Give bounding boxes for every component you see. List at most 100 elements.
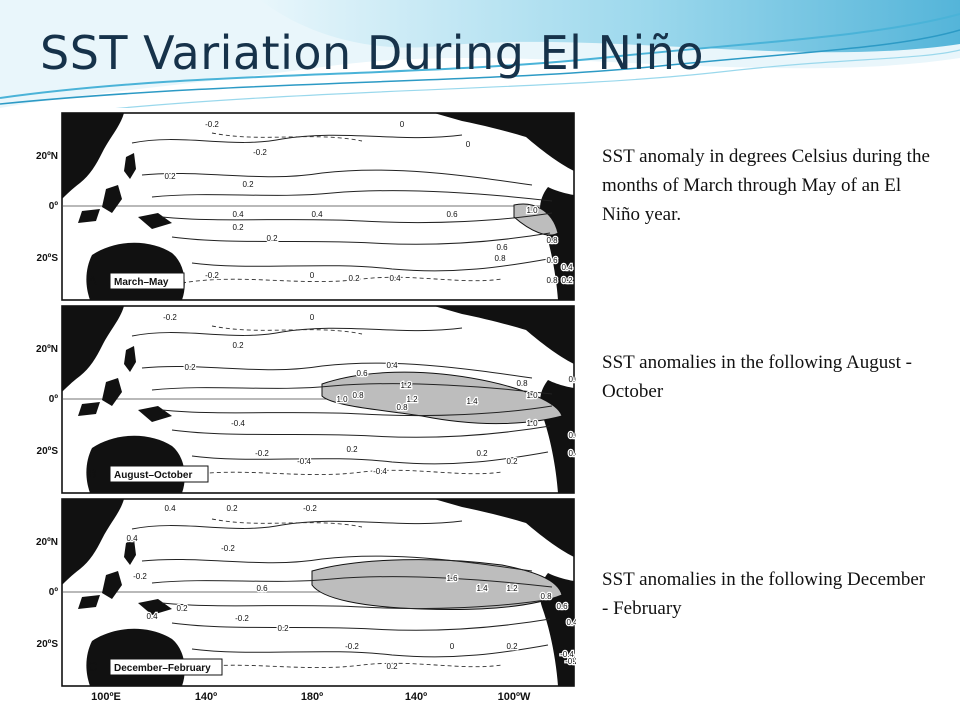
contour-value-labels: -0.2 00.20.2 0.40.60.81.21.21.0 1.41.00.81.…	[162, 312, 576, 478]
contour-label: 1.2	[400, 381, 412, 390]
latitude-label: 0º	[49, 394, 59, 405]
contour-label: 0.2	[266, 234, 278, 243]
contour-label: 0.6	[356, 369, 368, 378]
contour-label: 0	[450, 642, 455, 651]
latitude-label: 0º	[49, 587, 59, 598]
negative-contour-lines	[181, 518, 503, 670]
contour-label: 0.4	[386, 361, 398, 370]
panel-letter: A	[88, 273, 97, 288]
contour-lines	[131, 327, 553, 465]
latitude-label: 0º	[49, 201, 59, 212]
caption-august-october: SST anomalies in the following August -O…	[602, 352, 912, 402]
slide-title: SST Variation During El Niño	[40, 26, 705, 80]
contour-label: 0.6	[256, 584, 268, 593]
contour-label: 0	[466, 140, 471, 149]
contour-label: 0.2	[164, 172, 176, 181]
contour-label: -0.2	[221, 544, 235, 553]
caption-march-may: SST anomaly in degrees Celsius during th…	[602, 146, 930, 225]
season-label-box	[109, 272, 185, 290]
contour-label: 0.8	[516, 379, 528, 388]
contour-label: 1.0	[526, 391, 538, 400]
season-label-box	[109, 658, 223, 676]
contour-label: 0.6	[496, 243, 508, 252]
contour-label: -0.4	[297, 457, 311, 466]
contour-label: 0.2	[348, 274, 360, 283]
latitude-label: 20ºS	[37, 639, 59, 650]
season-label-box	[109, 465, 209, 483]
contour-label: 0.2	[232, 223, 244, 232]
contour-label: 0.2	[277, 624, 289, 633]
map-panel-b: -0.2 00.20.2 0.40.60.81.21.21.0 1.41.00.81.…	[36, 305, 576, 494]
longitude-label: 100ºE	[91, 691, 121, 703]
contour-label: -0.2	[205, 271, 219, 280]
negative-contour-lines	[181, 132, 503, 284]
contour-label: 1.6	[446, 574, 458, 583]
contour-label: 0.2	[242, 180, 254, 189]
season-label: December–February	[114, 663, 211, 674]
contour-label: -0.2	[163, 313, 177, 322]
contour-label: 1.0	[526, 206, 538, 215]
longitude-label: 140º	[405, 691, 427, 703]
contour-label: 0	[310, 271, 315, 280]
panel-letter: B	[88, 466, 97, 481]
contour-label: 0.6	[556, 602, 568, 611]
contour-label: 0.4	[311, 210, 323, 219]
contour-label: 0.2	[506, 457, 518, 466]
contour-label: 0.4	[389, 274, 401, 283]
contour-label: 0.4	[568, 449, 576, 458]
contour-label: -0.2	[303, 504, 317, 513]
contour-label: 0.4	[126, 534, 138, 543]
contour-label: 0.4	[561, 263, 573, 272]
contour-label: 0.2	[386, 662, 398, 671]
contour-label: 0.2	[476, 449, 488, 458]
panel-letter: C	[88, 659, 97, 674]
season-label: August–October	[114, 470, 192, 481]
contour-label: 0.8	[540, 592, 552, 601]
warm-anomaly-region	[321, 371, 563, 425]
contour-label: 0.4	[146, 612, 158, 621]
contour-label: -0.2	[345, 642, 359, 651]
longitude-label: 180º	[301, 691, 323, 703]
latitude-label: 20ºS	[37, 253, 59, 264]
contour-label: -0.2	[255, 449, 269, 458]
contour-label: 1.2	[406, 395, 418, 404]
contour-label: 0	[400, 120, 405, 129]
contour-label: 0	[310, 313, 315, 322]
contour-label: 0.2	[561, 276, 573, 285]
contour-label: -0.4	[231, 419, 245, 428]
contour-label: 0.6	[568, 431, 576, 440]
contour-label: -0.4	[373, 467, 387, 476]
negative-contour-lines	[181, 325, 503, 477]
map-panel-c: 0.4 0.2 -0.2 0.4 -0.2 -0.2 0.2 0.4 0.6 1.6 1.4 1.2 0…	[36, 498, 576, 687]
contour-label: 0.2	[506, 642, 518, 651]
contour-label: 0.6	[446, 210, 458, 219]
contour-label: -0.2	[133, 572, 147, 581]
latitude-label: 20ºN	[36, 344, 58, 355]
contour-label: 0.4	[566, 618, 576, 627]
contour-label: -0.2	[205, 120, 219, 129]
map-panel-a: -0.2 0-0.200.20.20.4 0.40.20.6 1.00.80.20.6…	[36, 112, 575, 301]
contour-label: 0.8	[546, 276, 558, 285]
contour-label: 0.6	[568, 375, 576, 384]
contour-label: 0.2	[226, 504, 238, 513]
contour-label: 1.2	[506, 584, 518, 593]
contour-label: -0.2	[253, 148, 267, 157]
latitude-label: 20ºN	[36, 151, 58, 162]
longitude-label: 140º	[195, 691, 217, 703]
contour-label: 0.8	[494, 254, 506, 263]
warm-anomaly-region	[513, 203, 559, 236]
contour-label: 0.2	[232, 341, 244, 350]
contour-label: 0.8	[352, 391, 364, 400]
warm-anomaly-region	[311, 559, 563, 610]
latitude-label: 20ºS	[37, 446, 59, 457]
contour-label: 0.4	[232, 210, 244, 219]
latitude-label: 20ºN	[36, 537, 58, 548]
contour-label: 0.2	[176, 604, 188, 613]
contour-lines	[131, 520, 553, 658]
contour-value-labels: -0.2 0-0.200.20.20.4 0.40.20.6 1.00.80.20.6…	[163, 119, 574, 287]
contour-label: 0.2	[346, 445, 358, 454]
contour-label: 0.2	[184, 363, 196, 372]
sst-anomaly-figure: -0.2 0 -0.2 0 0.2 0.2 0.4 0.4 0.2 0.6 1.0 0.8 0.2 0.6…	[26, 108, 576, 708]
contour-label: 0.8	[396, 403, 408, 412]
contour-label: -0.2	[565, 657, 576, 666]
